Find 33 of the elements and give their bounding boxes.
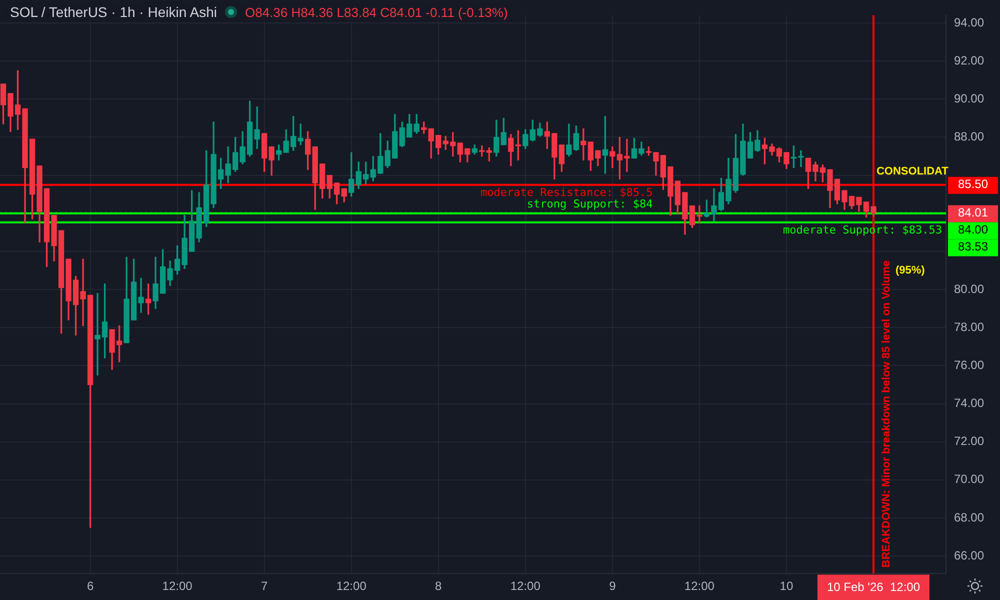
ref-line-label: BREAKDOWN: Minor breakdown below 85 level on Volume: [880, 260, 893, 568]
text: 84.00: [958, 222, 988, 237]
y-tick-label: 76.00: [954, 358, 984, 372]
x-tick-label: 12:00: [510, 579, 541, 594]
x-tick-label: 12:00: [336, 579, 367, 594]
y-tick-label: 90.00: [954, 91, 984, 106]
x-tick-label: 7: [260, 579, 268, 594]
annotation: CONSOLIDAT: [876, 166, 949, 178]
chart-subtitle: O84.36 H84.36 L83.84 C84.01 -0.11 (-0.13%): [244, 4, 508, 20]
annotation: (95%): [895, 264, 926, 277]
y-tick-label: 80.00: [954, 282, 984, 296]
y-tick-label: 74.00: [954, 396, 984, 410]
chart-title: SOL / TetherUS · 1h · Heikin Ashi: [10, 4, 217, 20]
y-tick-label: 70.00: [954, 472, 984, 486]
y-tick-label: 94.00: [954, 15, 984, 30]
text: 83.53: [958, 240, 988, 254]
text: 10 Feb '26 12:00: [826, 580, 920, 594]
x-tick-label: 10: [780, 579, 794, 594]
x-tick-label: 12:00: [162, 579, 193, 594]
y-tick-label: 72.00: [954, 434, 984, 448]
x-tick-label: 6: [86, 579, 94, 594]
y-tick-label: 66.00: [954, 548, 984, 562]
y-tick-label: 88.00: [954, 130, 984, 144]
x-tick-label: 9: [609, 579, 616, 594]
x-tick-label: 8: [435, 579, 442, 594]
ref-line-label: moderate Resistance: $85.5: [480, 186, 653, 200]
y-tick-label: 78.00: [954, 320, 984, 334]
y-tick-label: 68.00: [954, 510, 984, 524]
text: 84.01: [958, 206, 988, 220]
ref-line-label: strong Support: $84: [526, 198, 654, 211]
x-tick-label: 12:00: [684, 579, 715, 594]
text: 85.50: [958, 177, 988, 192]
y-tick-label: 92.00: [954, 53, 984, 68]
